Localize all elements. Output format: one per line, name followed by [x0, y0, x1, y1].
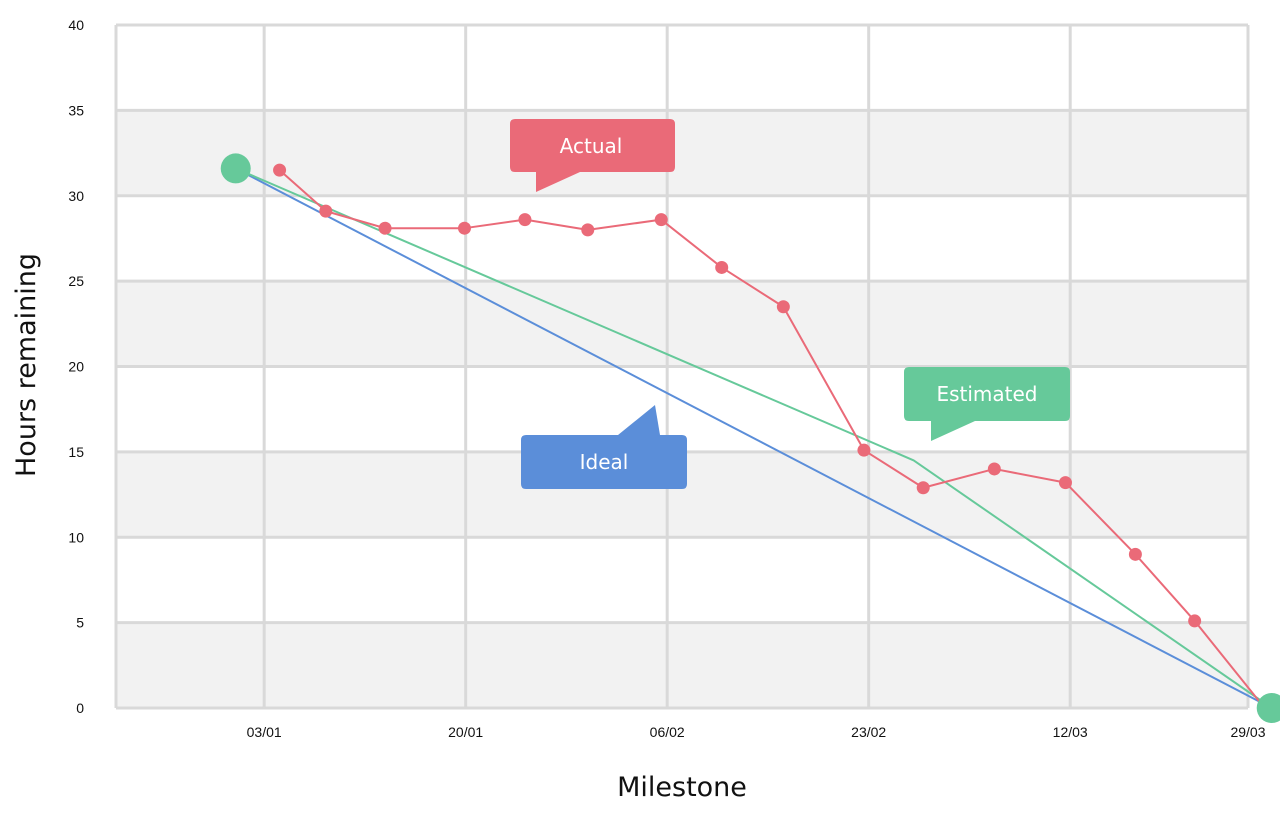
plot-band	[116, 281, 1248, 367]
plot-band	[116, 110, 1248, 196]
series-lines	[235, 167, 1273, 709]
x-tick-label: 12/03	[1053, 724, 1088, 740]
y-tick-label: 10	[68, 529, 84, 545]
callout-estimated: Estimated	[904, 367, 1070, 441]
y-tick-label: 20	[68, 359, 84, 375]
y-tick-label: 30	[68, 188, 84, 204]
plot-band	[116, 622, 1248, 708]
data-point-actual	[1128, 547, 1142, 561]
data-point-actual	[1058, 476, 1072, 490]
callout-ideal-label: Ideal	[580, 450, 629, 474]
y-tick-label: 25	[68, 273, 84, 289]
callout-actual-bubble	[510, 119, 675, 192]
y-tick-label: 15	[68, 444, 84, 460]
x-tick-label: 06/02	[650, 724, 685, 740]
series-line-ideal	[235, 167, 1273, 709]
y-axis-title: Hours remaining	[11, 253, 42, 477]
y-tick-label: 40	[68, 17, 84, 33]
data-point-estimated	[220, 153, 251, 184]
data-point-actual	[857, 443, 871, 457]
plot-band	[116, 537, 1248, 623]
series-line-estimated	[235, 167, 1273, 709]
gridlines	[114, 23, 1250, 710]
x-axis-title: Milestone	[617, 772, 747, 803]
data-point-actual	[581, 223, 595, 237]
data-point-actual	[654, 213, 668, 227]
x-tick-label: 03/01	[247, 724, 282, 740]
y-axis-ticks: 0 5 10 15 20 25 30 35 40	[68, 17, 84, 716]
data-point-actual	[518, 213, 532, 227]
callout-actual: Actual	[510, 119, 675, 192]
data-point-actual	[776, 300, 790, 314]
x-axis-ticks: 03/01 20/01 06/02 23/02 12/03 29/03	[247, 724, 1266, 740]
data-point-actual	[987, 462, 1001, 476]
data-point-actual	[273, 163, 287, 177]
x-tick-label: 29/03	[1230, 724, 1265, 740]
x-tick-label: 23/02	[851, 724, 886, 740]
series-line-actual	[278, 169, 1266, 709]
data-point-actual	[378, 221, 392, 235]
series-markers	[220, 153, 1280, 723]
y-tick-label: 5	[76, 615, 84, 631]
x-tick-label: 20/01	[448, 724, 483, 740]
data-point-estimated	[1256, 693, 1280, 723]
data-point-actual	[1188, 614, 1202, 628]
plot-band	[116, 25, 1248, 111]
callout-ideal-bubble	[521, 405, 687, 489]
y-tick-label: 35	[68, 102, 84, 118]
data-point-actual	[319, 204, 333, 218]
callout-estimated-bubble	[904, 367, 1070, 441]
callout-ideal: Ideal	[521, 405, 687, 489]
callout-estimated-label: Estimated	[936, 382, 1037, 406]
y-tick-label: 0	[76, 700, 84, 716]
callout-actual-label: Actual	[560, 134, 623, 158]
data-point-actual	[916, 481, 930, 495]
data-point-actual	[457, 221, 471, 235]
data-point-actual	[715, 260, 729, 274]
plot-band	[116, 195, 1248, 282]
